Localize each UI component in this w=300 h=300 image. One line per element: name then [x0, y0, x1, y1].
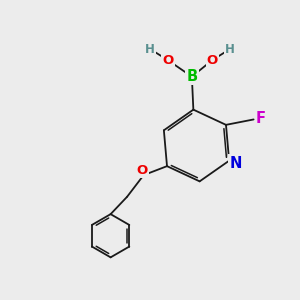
Text: O: O: [207, 54, 218, 67]
Text: B: B: [186, 68, 197, 83]
Text: F: F: [256, 111, 266, 126]
Text: O: O: [162, 54, 173, 67]
Text: H: H: [145, 43, 155, 56]
Text: O: O: [137, 164, 148, 177]
Text: H: H: [225, 43, 235, 56]
Text: N: N: [230, 156, 242, 171]
